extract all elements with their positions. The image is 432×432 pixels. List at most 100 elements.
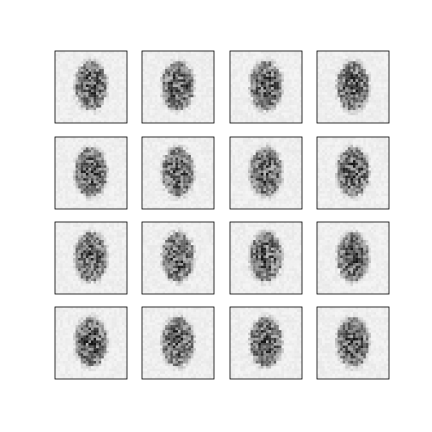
pixel [268,53,272,57]
pixel [289,84,292,88]
pixel [73,180,76,184]
pixel [96,142,99,145]
pixel [152,191,155,194]
pixel [152,198,155,202]
pixel [142,87,145,90]
pixel [88,149,92,153]
pixel [271,99,274,103]
pixel [255,139,259,143]
pixel [211,155,215,158]
pixel [144,76,148,80]
pixel [324,56,328,59]
pixel [185,79,189,82]
pixel [245,157,249,161]
pixel [78,147,81,150]
pixel [185,142,189,145]
pixel [235,99,238,103]
pixel [193,155,197,158]
pixel [271,94,274,98]
pixel [263,147,267,150]
pixel [242,76,246,80]
pixel [268,120,272,124]
pixel [101,87,104,90]
pixel [165,105,168,108]
pixel [80,178,84,181]
pixel [260,147,264,150]
pixel [160,178,163,181]
pixel [347,120,351,124]
pixel [268,61,272,64]
pixel [255,61,259,64]
pixel [211,165,215,168]
pixel [266,61,269,64]
pixel [116,117,120,121]
pixel [80,155,84,158]
pixel [193,180,197,184]
pixel [322,53,325,57]
pixel [355,84,359,88]
pixel [296,110,300,113]
pixel [103,144,107,148]
pixel [365,79,369,82]
pixel [65,107,68,111]
pixel [160,63,163,67]
pixel [206,203,209,207]
pixel [165,110,168,113]
pixel [160,201,163,204]
pixel [88,203,92,207]
pixel [60,185,63,189]
pixel [203,201,207,204]
pixel [242,157,246,161]
pixel [258,99,261,103]
pixel [62,87,66,90]
pixel [363,51,366,54]
pixel [237,147,241,150]
pixel [253,117,256,121]
pixel [276,51,279,54]
pixel [196,58,199,62]
pixel [65,175,68,179]
pixel [70,79,74,82]
pixel [188,175,191,179]
pixel [296,112,300,116]
pixel [188,89,191,93]
pixel [65,79,68,82]
pixel [211,144,215,148]
pixel [142,180,145,184]
pixel [193,110,197,113]
pixel [144,79,148,82]
pixel [116,160,120,163]
pixel [386,63,390,67]
pixel [93,180,97,184]
pixel [60,170,63,174]
pixel [154,188,158,192]
pixel [154,115,158,118]
pixel [185,107,189,111]
pixel [365,102,369,106]
pixel [291,105,295,108]
pixel [381,117,384,121]
pixel [116,139,120,143]
pixel [342,63,346,67]
pixel [78,115,81,118]
pixel [57,167,61,171]
pixel [188,66,191,70]
pixel [250,120,254,124]
pixel [88,97,92,100]
pixel [85,63,89,67]
pixel [332,76,336,80]
pixel [276,160,279,163]
pixel [65,191,68,194]
pixel [124,203,128,207]
pixel [85,170,89,174]
pixel [206,69,209,72]
pixel [91,74,94,77]
pixel [67,147,71,150]
pixel [73,102,76,106]
pixel [271,117,274,121]
pixel [109,79,112,82]
pixel [263,112,267,116]
pixel [142,110,145,113]
pixel [232,71,236,75]
pixel [342,56,346,59]
